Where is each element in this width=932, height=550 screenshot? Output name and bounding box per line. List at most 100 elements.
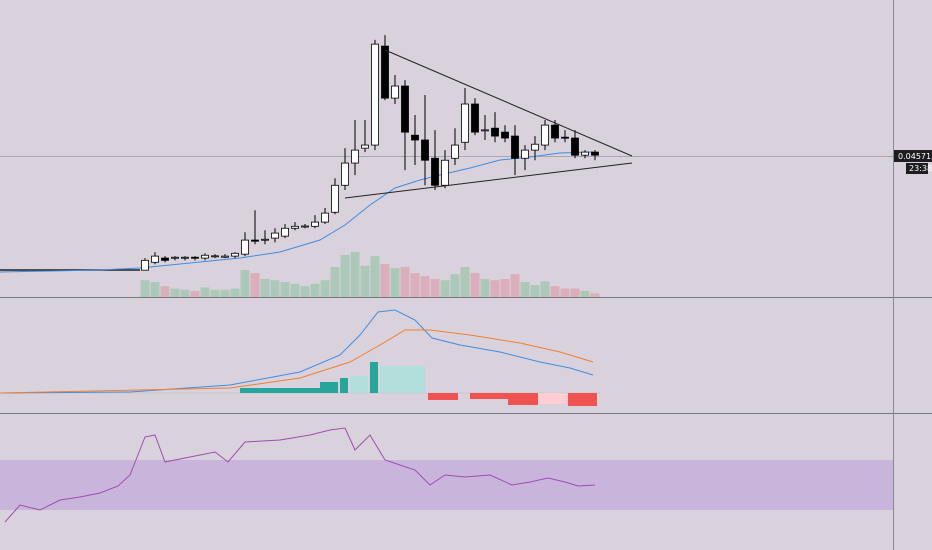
volume-bar [230, 288, 240, 297]
volume-bar [490, 280, 500, 297]
candle-body [141, 259, 149, 271]
candle-body [191, 256, 199, 259]
countdown-label: 23:38 [909, 164, 932, 173]
candle-body [411, 134, 419, 141]
macd-histogram [240, 388, 320, 393]
candle-body [181, 256, 189, 259]
volume-bar [170, 288, 180, 297]
volume-bar [450, 274, 460, 297]
trendline-lower [344, 162, 633, 199]
macd-histogram [370, 362, 378, 393]
candle-body [561, 136, 569, 139]
volume-bar [300, 286, 310, 297]
candle-body [431, 157, 439, 186]
volume-bar [330, 267, 340, 297]
volume-bar [520, 282, 530, 297]
volume-bar [470, 273, 480, 297]
rsi-band [0, 460, 893, 510]
candle-body [361, 144, 369, 149]
volume-bar [260, 279, 270, 297]
volume-bar [270, 280, 280, 297]
volume-bar [440, 280, 450, 297]
volume-bar [210, 289, 220, 297]
volume-bar [370, 256, 380, 297]
volume-bar [380, 264, 390, 297]
candle-body [571, 137, 579, 156]
candle-body [351, 149, 359, 164]
volume-bar [500, 279, 510, 297]
countdown-tag [906, 163, 928, 174]
candle-body [511, 135, 519, 159]
volume-bar [570, 288, 580, 297]
price-tag-label: 0.0457132 [898, 152, 932, 161]
candle-body [201, 254, 209, 259]
volume-bar [160, 286, 170, 297]
volume-bar [460, 267, 470, 297]
candle-body [451, 144, 459, 159]
volume-bar [420, 276, 430, 297]
rsi-pane [0, 427, 893, 523]
volume-bar [310, 283, 320, 297]
trendline-upper [384, 49, 633, 157]
macd-histogram [470, 393, 508, 399]
candle-body [281, 227, 289, 237]
candle-body [471, 103, 479, 133]
candle-body [441, 159, 449, 186]
volume-bar [280, 282, 290, 297]
macd-line [0, 309, 594, 394]
candle-body [291, 225, 299, 229]
candle-body [541, 124, 549, 146]
candle-body [331, 184, 339, 213]
candle-body [551, 124, 559, 139]
volume-bar [590, 293, 600, 297]
macd-histogram [538, 393, 568, 404]
volume-bar [550, 286, 560, 297]
volume-bar [320, 280, 330, 297]
candle-body [241, 239, 249, 255]
candle-body [251, 239, 259, 242]
macd-histogram [380, 366, 425, 393]
candle-body [591, 151, 599, 156]
moving-average [0, 151, 594, 273]
candle-body [221, 255, 229, 258]
macd-histogram [428, 393, 458, 400]
volume-bar [190, 291, 200, 297]
candle-body [161, 257, 169, 261]
rsi-line [4, 427, 596, 523]
volume-bar [360, 265, 370, 297]
volume-bar [510, 274, 520, 297]
macd-pane [0, 309, 600, 406]
volume-bar [250, 273, 260, 297]
candle-body [371, 43, 379, 146]
candle-body [211, 255, 219, 258]
volume-bar [390, 268, 400, 297]
candle-body [311, 221, 319, 227]
volume-bar [580, 291, 590, 297]
macd-histogram [320, 382, 338, 393]
candle-body [261, 238, 269, 241]
volume-bar [290, 283, 300, 297]
candle-body [421, 139, 429, 161]
candle-body [381, 45, 389, 99]
candle-body [321, 212, 329, 223]
candle-body [151, 255, 159, 263]
candle-body [341, 162, 349, 186]
volume-bar [530, 285, 540, 297]
candle-body [481, 129, 489, 132]
volume-bar [410, 273, 420, 297]
volume-bar [540, 281, 550, 297]
volume-bar [140, 280, 150, 297]
macd-histogram [568, 393, 597, 406]
candle-body [461, 103, 469, 143]
signal-line [0, 329, 594, 394]
candle-body [401, 85, 409, 133]
candle-body [521, 149, 529, 159]
volume-pane [140, 252, 600, 297]
volume-bar [480, 279, 490, 297]
macd-histogram [508, 393, 538, 405]
candle-body [301, 225, 309, 228]
volume-bar [200, 287, 210, 297]
candle-body [391, 85, 399, 99]
volume-bar [400, 267, 410, 297]
